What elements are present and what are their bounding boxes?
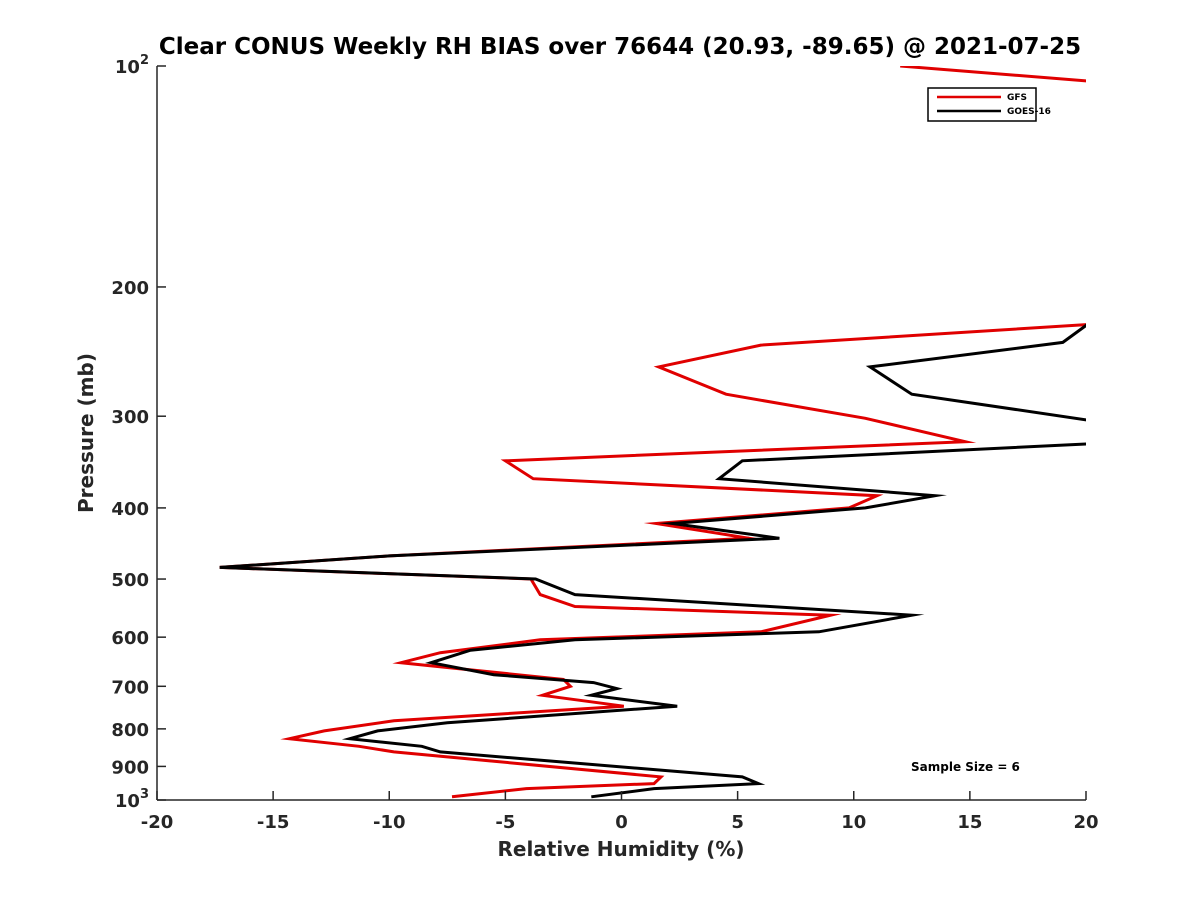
- x-tick-label: 15: [957, 812, 982, 833]
- x-tick-label: -10: [373, 812, 406, 833]
- y-tick-label: 700: [111, 677, 149, 698]
- y-axis-ticks: 102 200 300 400 500 600 700 800 900 103: [111, 53, 166, 812]
- y-tick-label: 103: [115, 787, 149, 812]
- x-tick-label: -5: [495, 812, 515, 833]
- x-axis-ticks: -20 -15 -10 -5 0 5 10 15 20: [141, 791, 1099, 833]
- y-tick-label: 800: [111, 720, 149, 741]
- x-tick-label: 20: [1073, 812, 1098, 833]
- x-tick-label: -15: [257, 812, 290, 833]
- chart-title: Clear CONUS Weekly RH BIAS over 76644 (2…: [159, 34, 1081, 60]
- y-tick-label: 102: [115, 53, 149, 78]
- series-line-gfs: [219, 66, 1086, 799]
- x-tick-label: 5: [731, 812, 744, 833]
- x-tick-label: 10: [841, 812, 866, 833]
- y-tick-label: 600: [111, 628, 149, 649]
- axes-layer: [156, 66, 1086, 801]
- x-tick-label: 0: [615, 812, 628, 833]
- series-layer: [219, 66, 1086, 799]
- legend-label-goes16: GOES-16: [1007, 107, 1051, 117]
- legend-label-gfs: GFS: [1007, 93, 1027, 103]
- y-tick-label: 200: [111, 278, 149, 299]
- series-line-goes-16: [219, 323, 1086, 799]
- y-tick-label: 500: [111, 570, 149, 591]
- y-tick-label: 400: [111, 499, 149, 520]
- y-axis-label: Pressure (mb): [74, 353, 98, 513]
- legend: GFS GOES-16: [927, 87, 1051, 122]
- x-axis-label: Relative Humidity (%): [497, 837, 744, 861]
- x-tick-label: -20: [141, 812, 174, 833]
- y-tick-label: 900: [111, 757, 149, 778]
- sample-size-annotation: Sample Size = 6: [911, 760, 1020, 774]
- y-tick-label: 300: [111, 407, 149, 428]
- legend-box: [927, 87, 1037, 122]
